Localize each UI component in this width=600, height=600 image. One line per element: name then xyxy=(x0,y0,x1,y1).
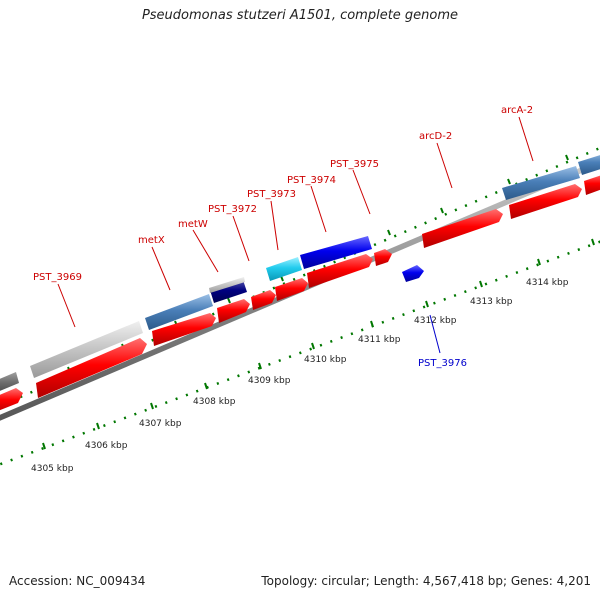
ruler-label-4312: 4312 kbp xyxy=(414,316,457,326)
gene-label-pst3972[interactable]: PST_3972 xyxy=(208,204,257,215)
gene-labels: PST_3969 metX metW PST_3972 PST_3973 PST… xyxy=(33,105,533,369)
ruler-label-4311: 4311 kbp xyxy=(358,335,401,345)
ruler-label-4313: 4313 kbp xyxy=(470,297,513,307)
gene-label-arca2[interactable]: arcA-2 xyxy=(501,105,533,116)
gene-label-pst3975[interactable]: PST_3975 xyxy=(330,159,379,170)
gene-arrow[interactable] xyxy=(36,338,147,398)
ruler-major-ticks xyxy=(42,238,595,450)
gene-pst3976[interactable] xyxy=(402,265,424,282)
feature-light-grey-small[interactable] xyxy=(209,277,245,293)
gene-arrow[interactable] xyxy=(509,184,582,219)
gene-label-arcd2[interactable]: arcD-2 xyxy=(419,131,452,142)
label-leaders xyxy=(57,116,534,354)
gene-label-pst3969[interactable]: PST_3969 xyxy=(33,272,82,283)
ruler-label-4305: 4305 kbp xyxy=(31,464,74,474)
accession-label: Accession: NC_009434 xyxy=(9,574,146,588)
reverse-strand-genes xyxy=(0,174,600,414)
feature-steel-blue-2[interactable] xyxy=(502,166,580,200)
ruler-label-4307: 4307 kbp xyxy=(139,419,182,429)
gene-arrow[interactable] xyxy=(275,278,308,301)
ruler-labels: 4305 kbp 4306 kbp 4307 kbp 4308 kbp 4309… xyxy=(31,278,569,474)
gene-arrow[interactable] xyxy=(374,249,392,266)
ruler-label-4309: 4309 kbp xyxy=(248,376,291,386)
gene-label-metx[interactable]: metX xyxy=(138,235,165,246)
ruler-label-4306: 4306 kbp xyxy=(85,441,128,451)
feature-steel-blue-3[interactable] xyxy=(578,152,600,175)
gene-label-pst3973[interactable]: PST_3973 xyxy=(247,189,296,200)
ruler-label-4310: 4310 kbp xyxy=(304,355,347,365)
forward-strand-features xyxy=(0,152,600,395)
gene-arrow[interactable] xyxy=(251,290,276,310)
ruler-tick-ring xyxy=(0,240,600,466)
gene-arrow[interactable] xyxy=(152,313,216,346)
gene-arrow[interactable] xyxy=(422,209,503,248)
gene-arrow[interactable] xyxy=(0,388,23,414)
ruler-label-4308: 4308 kbp xyxy=(193,397,236,407)
topology-label: Topology: circular; Length: 4,567,418 bp… xyxy=(261,574,591,588)
feature-navy[interactable] xyxy=(210,280,247,303)
ruler-label-4314: 4314 kbp xyxy=(526,278,569,288)
gene-label-metw[interactable]: metW xyxy=(178,219,208,230)
page-title: Pseudomonas stutzeri A1501, complete gen… xyxy=(141,8,459,23)
gene-label-pst3976[interactable]: PST_3976 xyxy=(418,358,467,369)
gene-arrow[interactable] xyxy=(217,299,250,323)
gene-label-pst3974[interactable]: PST_3974 xyxy=(287,175,336,186)
feature-cyan[interactable] xyxy=(266,257,302,281)
feature-blue[interactable] xyxy=(300,236,372,269)
gene-arrow[interactable] xyxy=(307,254,373,288)
feature-dark-grey[interactable] xyxy=(0,372,19,395)
feature-steel-blue[interactable] xyxy=(145,294,213,330)
gene-arrow[interactable] xyxy=(584,174,600,195)
feature-light-grey[interactable] xyxy=(30,321,143,378)
